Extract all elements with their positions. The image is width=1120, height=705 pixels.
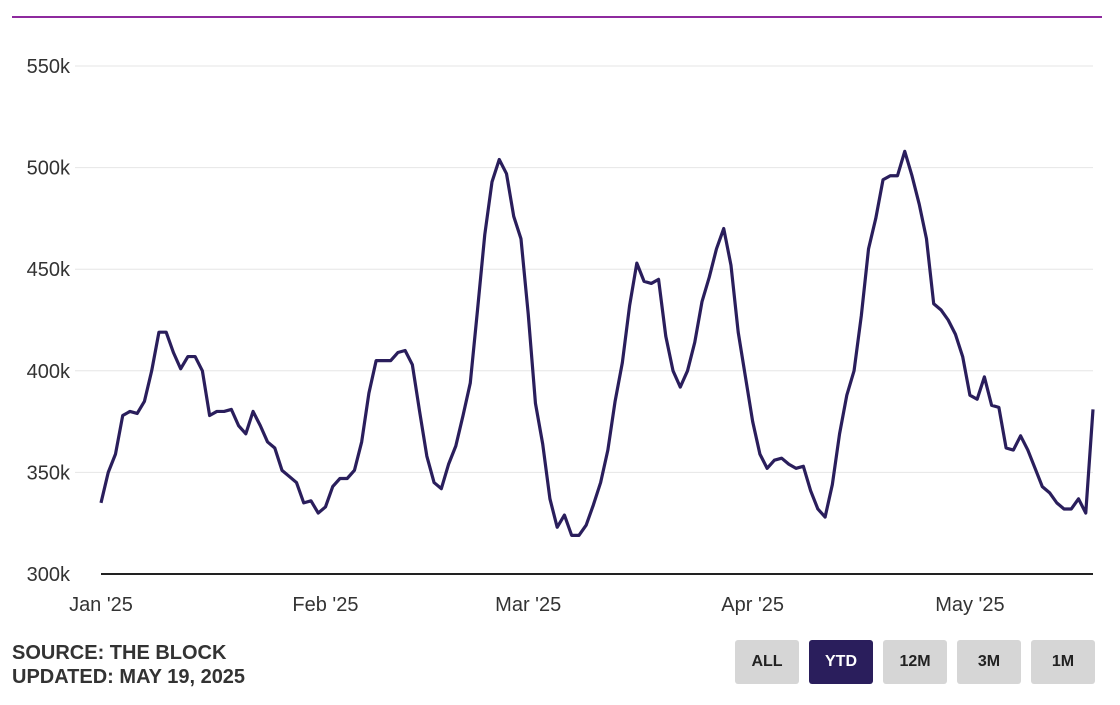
y-axis-tick-labels: 300k 350k 400k 450k 500k 550k	[27, 56, 71, 586]
x-tick-label: Apr '25	[721, 594, 784, 616]
gridlines	[75, 65, 1093, 473]
range-button-ytd[interactable]: YTD	[809, 640, 873, 684]
series-line	[99, 149, 1095, 537]
range-button-1m[interactable]: 1M	[1031, 640, 1095, 684]
y-tick-label: 550k	[27, 56, 71, 78]
updated-label: UPDATED: MAY 19, 2025	[12, 666, 246, 688]
x-tick-label: Jan '25	[69, 594, 133, 616]
y-tick-label: 450k	[27, 259, 71, 281]
x-tick-label: May '25	[935, 594, 1004, 616]
range-button-3m[interactable]: 3M	[957, 640, 1021, 684]
x-axis-tick-labels: Jan '25 Feb '25 Mar '25 Apr '25 May '25	[69, 594, 1005, 616]
y-tick-label: 500k	[27, 158, 71, 180]
source-label: SOURCE: THE BLOCK	[12, 642, 227, 664]
top-accent-rule	[12, 16, 1102, 18]
range-button-12m[interactable]: 12M	[883, 640, 947, 684]
source-block: SOURCE: THE BLOCK UPDATED: MAY 19, 2025	[12, 641, 245, 689]
x-tick-label: Mar '25	[495, 594, 561, 616]
y-tick-label: 300k	[27, 564, 71, 586]
y-tick-label: 400k	[27, 361, 71, 383]
x-tick-label: Feb '25	[292, 594, 358, 616]
range-button-all[interactable]: ALL	[735, 640, 799, 684]
range-button-group: ALL YTD 12M 3M 1M	[735, 640, 1095, 684]
y-tick-label: 350k	[27, 462, 71, 484]
line-chart: 300k 350k 400k 450k 500k 550k Jan '25 Feb '25 M…	[27, 56, 1095, 616]
